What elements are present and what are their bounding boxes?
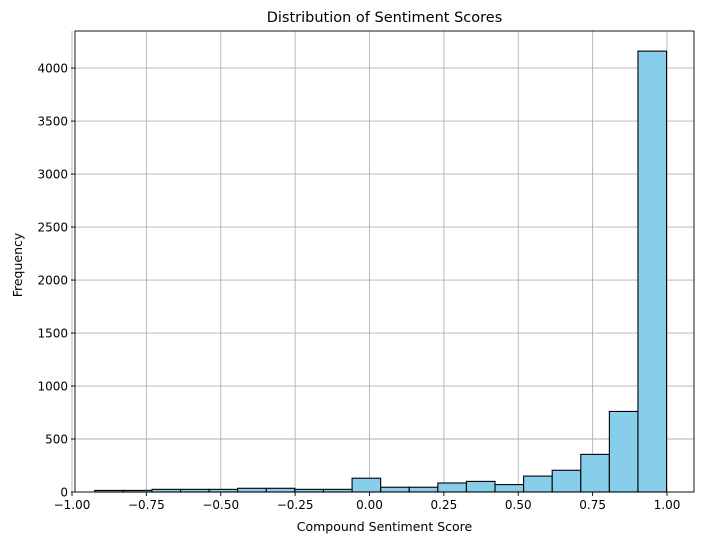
x-tick-label: −0.25 bbox=[277, 498, 314, 512]
plot-frame bbox=[74, 30, 695, 493]
histogram-bar bbox=[551, 469, 582, 493]
x-tick-label: 0.00 bbox=[356, 498, 383, 512]
x-axis-label: Compound Sentiment Score bbox=[297, 519, 473, 534]
x-tick-label: −0.75 bbox=[128, 498, 165, 512]
histogram-bar bbox=[437, 482, 467, 493]
y-tick-label: 2500 bbox=[37, 220, 68, 234]
histogram-bar bbox=[637, 50, 668, 493]
histogram-bar bbox=[465, 480, 496, 493]
histogram-bar bbox=[380, 486, 410, 493]
histogram-bar bbox=[580, 453, 610, 493]
y-tick-label: 500 bbox=[45, 432, 68, 446]
histogram-bar bbox=[265, 487, 296, 493]
x-tick-label: 1.00 bbox=[654, 498, 681, 512]
x-tick-label: 0.75 bbox=[579, 498, 606, 512]
y-tick-label: 3000 bbox=[37, 167, 68, 181]
histogram-bar bbox=[608, 410, 639, 493]
histogram-bar bbox=[494, 484, 525, 493]
y-tick-label: 0 bbox=[60, 485, 68, 499]
y-tick-label: 2000 bbox=[37, 273, 68, 287]
x-tick-label: −0.50 bbox=[202, 498, 239, 512]
y-tick-label: 4000 bbox=[37, 61, 68, 75]
x-axis-ticks: −1.00 −0.75 −0.50 −0.25 0.00 0.25 0.50 0.75 1.00 bbox=[54, 492, 681, 512]
y-tick-label: 3500 bbox=[37, 114, 68, 128]
histogram-bar bbox=[523, 475, 553, 493]
x-tick-label: −1.00 bbox=[54, 498, 91, 512]
chart-title: Distribution of Sentiment Scores bbox=[267, 10, 503, 26]
histogram-bars bbox=[94, 50, 668, 493]
x-tick-label: 0.50 bbox=[505, 498, 532, 512]
histogram-bar bbox=[237, 487, 267, 493]
x-tick-label: 0.25 bbox=[431, 498, 458, 512]
histogram-bar bbox=[351, 477, 382, 493]
y-tick-label: 1500 bbox=[37, 326, 68, 340]
y-axis-label: Frequency bbox=[10, 232, 25, 297]
y-axis-ticks: 0 500 1000 1500 2000 2500 3000 3500 4000 bbox=[37, 61, 75, 499]
y-tick-label: 1000 bbox=[37, 379, 68, 393]
histogram-bar bbox=[408, 486, 439, 493]
